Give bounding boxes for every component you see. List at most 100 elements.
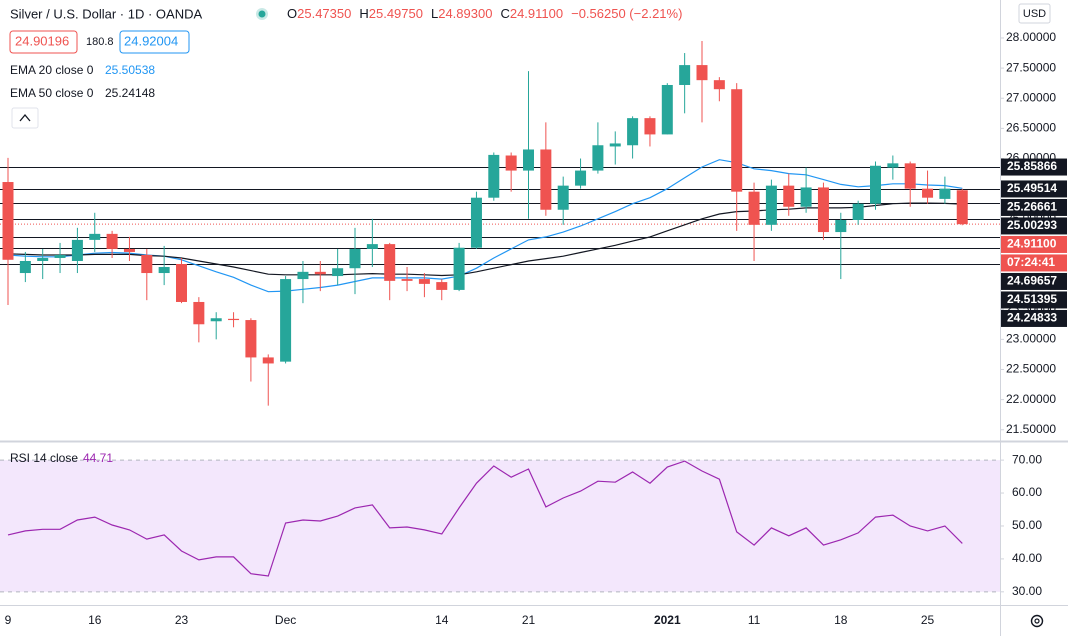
candle-body xyxy=(904,163,916,189)
candle-body xyxy=(176,264,187,302)
ema20-legend: EMA 20 close 0 xyxy=(10,63,94,77)
market-status-dot xyxy=(258,10,266,18)
candle-body xyxy=(280,279,292,362)
candle-body xyxy=(123,248,135,252)
x-tick-label: 11 xyxy=(748,613,761,627)
bid-price: 24.90196 xyxy=(15,33,69,48)
price-label-box xyxy=(1001,309,1067,327)
y-tick-label: 70.00 xyxy=(1012,452,1042,466)
ohlc-values: O25.47350 H25.49750 L24.89300 C24.91100 −0.5… xyxy=(287,6,682,21)
y-tick-label: 30.00 xyxy=(1012,584,1042,598)
candle-body xyxy=(71,239,83,261)
rsi-pane xyxy=(0,459,1000,593)
candle-body xyxy=(696,65,708,81)
candle-body xyxy=(627,118,639,146)
ohlc-value: 24.91100 xyxy=(510,6,563,21)
price-label: 24.69657 xyxy=(1007,274,1057,288)
ohlc-key: L xyxy=(431,6,438,21)
candle-body xyxy=(349,248,361,269)
candle-body xyxy=(297,271,309,280)
rsi-legend: RSI 14 close xyxy=(10,451,78,465)
y-tick-label: 26.50000 xyxy=(1006,121,1056,135)
candle-body xyxy=(575,170,587,186)
collapse-legend-button[interactable] xyxy=(11,107,39,129)
x-tick-label: 21 xyxy=(522,613,536,627)
y-tick-label: 27.50000 xyxy=(1006,60,1056,74)
candle-body xyxy=(523,149,534,171)
candle-body xyxy=(366,244,378,249)
candle-body xyxy=(609,143,621,147)
candle-body xyxy=(679,65,691,85)
price-label: 25.85866 xyxy=(1007,159,1057,173)
x-tick-label: Dec xyxy=(275,613,296,627)
candle-body xyxy=(488,154,500,198)
price-label-box xyxy=(1001,217,1067,235)
ohlc-key: H xyxy=(359,6,368,21)
y-tick-label: 50.00 xyxy=(1012,518,1042,532)
sell-button[interactable] xyxy=(9,30,78,54)
candle-body xyxy=(245,320,257,358)
currency: USD xyxy=(1023,8,1046,20)
price-label-box xyxy=(1001,198,1067,216)
price-label: 25.49514 xyxy=(1007,181,1057,195)
price-label: 07:24:41 xyxy=(1007,255,1055,269)
y-tick-label: 40.00 xyxy=(1012,551,1042,565)
price-label: 24.51395 xyxy=(1007,292,1057,306)
rsi-band xyxy=(0,460,1000,592)
price-label: 25.26661 xyxy=(1007,200,1057,214)
ohlc-value: 25.49750 xyxy=(369,6,423,21)
candle-body xyxy=(384,244,396,281)
candle-body xyxy=(540,149,552,210)
candle-body xyxy=(158,267,170,274)
x-tick-label: 16 xyxy=(88,613,102,627)
buy-button[interactable] xyxy=(119,30,190,54)
candle-body xyxy=(783,185,795,207)
ask-price: 24.92004 xyxy=(124,33,178,48)
ohlc-value: 24.89300 xyxy=(438,6,492,21)
ema50-value: 25.24148 xyxy=(105,86,155,100)
legend: Silver / U.S. Dollar · 1D · OANDA O25.47… xyxy=(9,3,1051,628)
price-label-box xyxy=(1001,291,1067,309)
candle-body xyxy=(332,268,344,277)
candle-body xyxy=(765,185,777,225)
change: −0.56250 (−2.21%) xyxy=(571,6,682,21)
candle-body xyxy=(661,84,673,135)
price-label-box xyxy=(1001,158,1067,176)
x-tick-label: 18 xyxy=(834,613,848,627)
candle-body xyxy=(713,80,725,90)
candle-body xyxy=(817,187,829,233)
ohlc-value: 25.47350 xyxy=(297,6,351,21)
x-tick-label: 2021 xyxy=(654,613,681,627)
x-tick-label: 9 xyxy=(5,613,12,627)
candle-body xyxy=(262,357,274,364)
candle-body xyxy=(644,118,656,135)
axes: 21.5000022.0000022.5000023.0000023.50000… xyxy=(5,30,1067,627)
candle-body xyxy=(852,203,864,220)
price-pane xyxy=(0,40,1000,406)
ema50-legend: EMA 50 close 0 xyxy=(10,86,94,100)
line-series xyxy=(7,202,963,277)
price-label-box xyxy=(1001,235,1067,253)
candle-body xyxy=(592,145,604,171)
collapse-icon xyxy=(19,113,31,122)
rsi-value: 44.71 xyxy=(83,451,113,465)
candle-body xyxy=(106,233,118,249)
symbol-title: Silver / U.S. Dollar · 1D · OANDA xyxy=(10,6,202,21)
y-tick-label: 22.50000 xyxy=(1006,362,1056,376)
settings-button[interactable] xyxy=(1030,614,1044,628)
price-label-box xyxy=(1001,254,1067,272)
y-tick-label: 23.00000 xyxy=(1006,332,1056,346)
currency-button[interactable] xyxy=(1018,3,1051,24)
y-tick-label: 60.00 xyxy=(1012,485,1042,499)
price-label-box xyxy=(1001,180,1067,198)
candle-body xyxy=(436,282,448,290)
candle-body xyxy=(141,254,153,274)
candle-body xyxy=(800,187,812,207)
candle-body xyxy=(939,188,951,199)
y-tick-label: 28.00000 xyxy=(1006,30,1056,44)
candle-body xyxy=(922,188,934,198)
ohlc-key: O xyxy=(287,6,297,21)
price-label: 24.91100 xyxy=(1007,237,1057,251)
